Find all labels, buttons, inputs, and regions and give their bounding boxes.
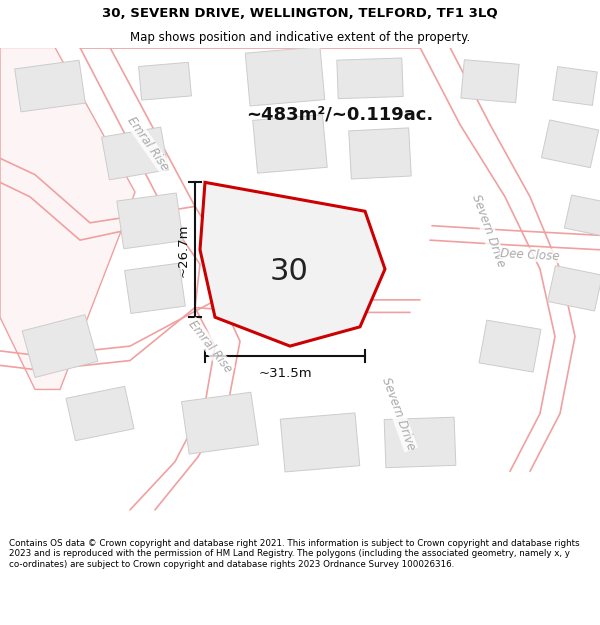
Polygon shape [125, 263, 185, 314]
Polygon shape [479, 320, 541, 372]
Polygon shape [182, 392, 259, 454]
Polygon shape [349, 128, 411, 179]
Polygon shape [280, 413, 360, 472]
Text: ~26.7m: ~26.7m [176, 223, 190, 276]
Polygon shape [553, 67, 597, 106]
Text: Map shows position and indicative extent of the property.: Map shows position and indicative extent… [130, 31, 470, 44]
Polygon shape [0, 48, 135, 389]
Polygon shape [245, 47, 325, 106]
Polygon shape [117, 193, 183, 249]
Polygon shape [22, 315, 98, 378]
Text: Emral Rise: Emral Rise [185, 318, 235, 375]
Text: 30: 30 [269, 258, 308, 286]
Polygon shape [548, 266, 600, 311]
Text: Dee Close: Dee Close [500, 246, 560, 262]
Polygon shape [200, 182, 385, 346]
Text: Emral Rise: Emral Rise [125, 114, 172, 173]
Polygon shape [101, 127, 169, 180]
Polygon shape [337, 58, 403, 99]
Text: ~483m²/~0.119ac.: ~483m²/~0.119ac. [247, 106, 434, 124]
Text: Severn Drive: Severn Drive [379, 376, 417, 452]
Polygon shape [461, 60, 519, 102]
Text: Severn Drive: Severn Drive [469, 192, 507, 269]
Polygon shape [541, 120, 599, 168]
Polygon shape [66, 386, 134, 441]
Polygon shape [253, 114, 327, 173]
Polygon shape [384, 417, 456, 468]
Text: ~31.5m: ~31.5m [258, 367, 312, 379]
Text: Contains OS data © Crown copyright and database right 2021. This information is : Contains OS data © Crown copyright and d… [9, 539, 580, 569]
Polygon shape [14, 60, 85, 112]
Text: 30, SEVERN DRIVE, WELLINGTON, TELFORD, TF1 3LQ: 30, SEVERN DRIVE, WELLINGTON, TELFORD, T… [102, 7, 498, 20]
Polygon shape [565, 195, 600, 237]
Polygon shape [139, 62, 191, 100]
